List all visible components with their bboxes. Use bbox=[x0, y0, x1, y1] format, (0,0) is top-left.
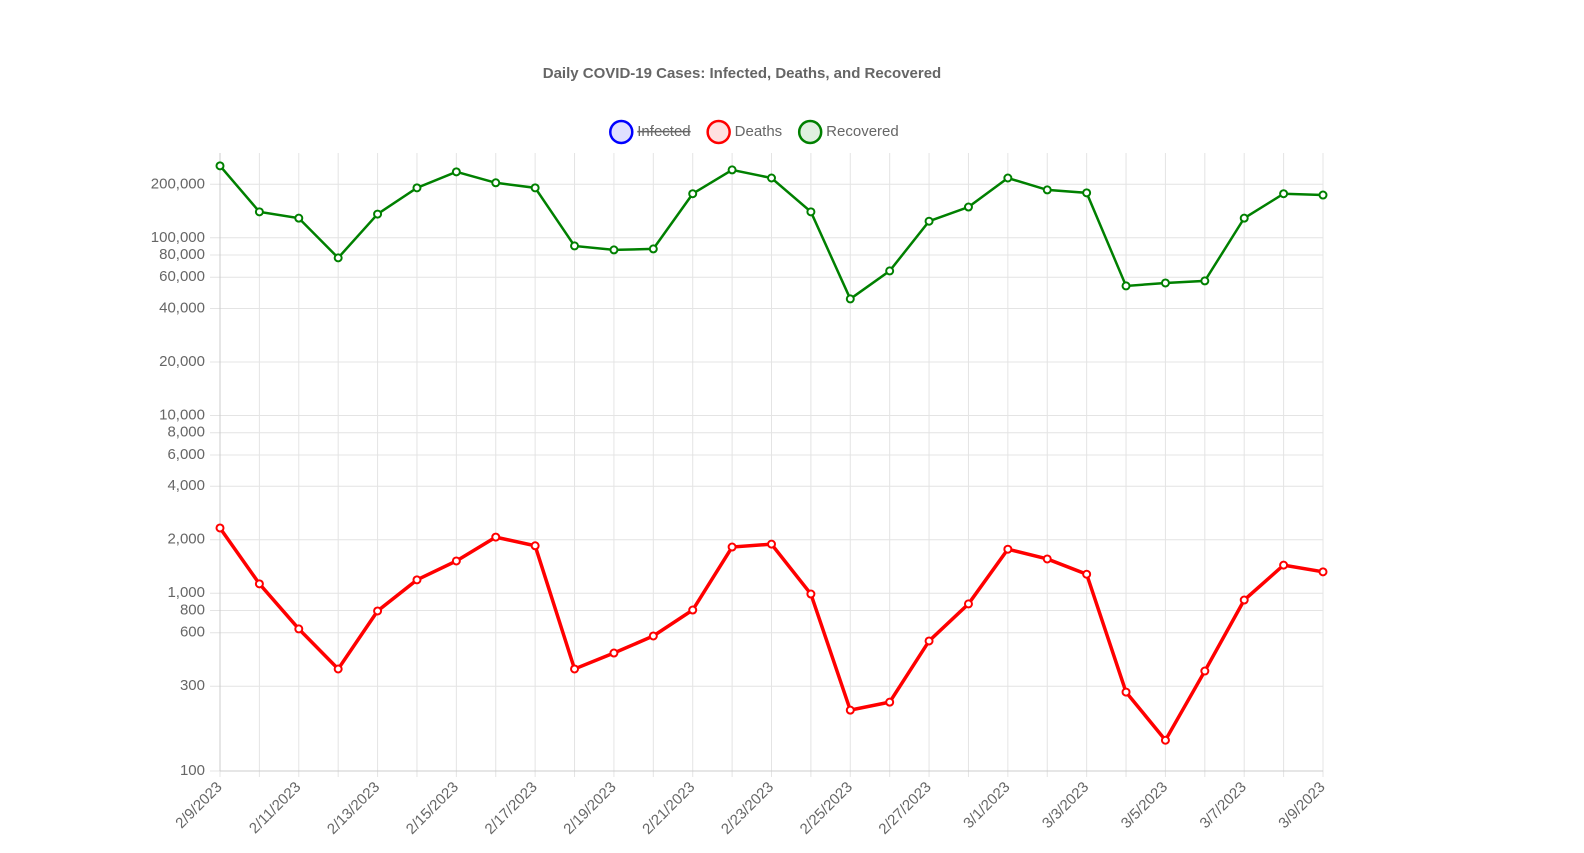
data-point bbox=[333, 253, 343, 263]
data-point bbox=[451, 167, 461, 177]
data-point bbox=[254, 207, 264, 217]
y-tick-label: 600 bbox=[180, 624, 205, 641]
data-point bbox=[1160, 278, 1170, 288]
data-point bbox=[1042, 554, 1052, 564]
data-point bbox=[373, 209, 383, 219]
data-point bbox=[1318, 190, 1328, 200]
y-tick-label: 2,000 bbox=[167, 531, 205, 548]
x-tick-label: 2/23/2023 bbox=[718, 779, 777, 838]
data-point bbox=[1082, 188, 1092, 198]
data-point bbox=[333, 664, 343, 674]
x-tick-label: 2/17/2023 bbox=[482, 779, 541, 838]
data-point bbox=[963, 202, 973, 212]
data-point bbox=[609, 245, 619, 255]
x-tick-label: 3/3/2023 bbox=[1039, 779, 1092, 832]
y-tick-label: 800 bbox=[180, 601, 205, 618]
data-point bbox=[767, 539, 776, 549]
y-tick-label: 10,000 bbox=[159, 407, 205, 424]
legend-label: Recovered bbox=[826, 123, 899, 140]
data-point bbox=[767, 173, 776, 183]
data-point bbox=[451, 556, 461, 566]
y-tick-label: 40,000 bbox=[159, 299, 205, 316]
x-tick-label: 2/9/2023 bbox=[172, 779, 225, 832]
x-tick-label: 3/1/2023 bbox=[960, 779, 1013, 832]
x-tick-label: 2/25/2023 bbox=[797, 779, 856, 838]
data-point bbox=[412, 183, 422, 193]
data-point bbox=[688, 189, 698, 199]
data-point bbox=[294, 624, 304, 634]
data-point bbox=[688, 605, 698, 615]
data-point bbox=[1279, 189, 1289, 199]
x-tick-label: 3/5/2023 bbox=[1118, 779, 1171, 832]
y-tick-label: 20,000 bbox=[159, 353, 205, 370]
data-point bbox=[1003, 173, 1013, 183]
legend-label: Infected bbox=[637, 123, 690, 140]
y-tick-label: 6,000 bbox=[167, 446, 205, 463]
data-point bbox=[1239, 213, 1249, 223]
data-point bbox=[885, 266, 895, 276]
data-point bbox=[491, 532, 501, 542]
y-tick-label: 80,000 bbox=[159, 246, 205, 263]
legend-swatch bbox=[706, 119, 731, 145]
legend-swatch bbox=[797, 119, 823, 145]
data-point bbox=[1160, 735, 1170, 745]
data-point bbox=[1318, 567, 1328, 577]
chart-title: Daily COVID-19 Cases: Infected, Deaths, … bbox=[543, 65, 941, 82]
data-point bbox=[373, 606, 383, 616]
x-tick-label: 2/15/2023 bbox=[403, 779, 462, 838]
data-point bbox=[648, 244, 658, 254]
data-point bbox=[924, 636, 934, 646]
data-point bbox=[1042, 185, 1052, 195]
data-point bbox=[294, 213, 304, 223]
data-point bbox=[1200, 666, 1210, 676]
data-point bbox=[1239, 595, 1249, 605]
y-tick-label: 60,000 bbox=[159, 268, 205, 285]
data-point bbox=[727, 542, 737, 552]
data-point bbox=[215, 523, 225, 533]
x-tick-label: 2/21/2023 bbox=[639, 779, 698, 838]
data-point bbox=[806, 207, 816, 217]
legend-label: Deaths bbox=[735, 123, 783, 140]
y-tick-label: 8,000 bbox=[167, 424, 205, 441]
data-point bbox=[1003, 544, 1013, 554]
data-point bbox=[806, 589, 816, 599]
data-point bbox=[727, 165, 737, 175]
data-point bbox=[570, 241, 580, 251]
y-tick-label: 1,000 bbox=[167, 584, 205, 601]
data-point bbox=[648, 631, 658, 641]
x-tick-label: 2/27/2023 bbox=[875, 779, 934, 838]
data-point bbox=[1082, 569, 1092, 579]
data-point bbox=[412, 575, 422, 585]
data-point bbox=[963, 599, 973, 609]
legend-swatch bbox=[609, 119, 634, 145]
x-tick-label: 2/13/2023 bbox=[324, 779, 383, 838]
y-tick-label: 100 bbox=[180, 762, 205, 779]
data-point bbox=[845, 294, 855, 304]
data-point bbox=[609, 648, 619, 658]
y-tick-label: 4,000 bbox=[167, 477, 205, 494]
x-tick-label: 3/9/2023 bbox=[1275, 779, 1328, 832]
data-point bbox=[1121, 281, 1131, 291]
data-point bbox=[570, 664, 580, 674]
data-point bbox=[254, 579, 264, 589]
data-point bbox=[885, 697, 895, 707]
data-point bbox=[530, 541, 540, 551]
data-point bbox=[1200, 276, 1210, 286]
y-tick-label: 300 bbox=[180, 677, 205, 694]
data-point bbox=[845, 705, 855, 715]
data-point bbox=[1279, 560, 1289, 570]
data-point bbox=[530, 183, 540, 193]
x-tick-label: 3/7/2023 bbox=[1197, 779, 1250, 832]
y-tick-label: 100,000 bbox=[151, 229, 205, 246]
data-point bbox=[491, 178, 501, 188]
data-point bbox=[215, 161, 225, 171]
data-point bbox=[1121, 687, 1131, 697]
x-tick-label: 2/19/2023 bbox=[560, 779, 619, 838]
y-tick-label: 200,000 bbox=[151, 175, 205, 192]
x-tick-label: 2/11/2023 bbox=[246, 779, 304, 837]
data-point bbox=[924, 216, 934, 226]
